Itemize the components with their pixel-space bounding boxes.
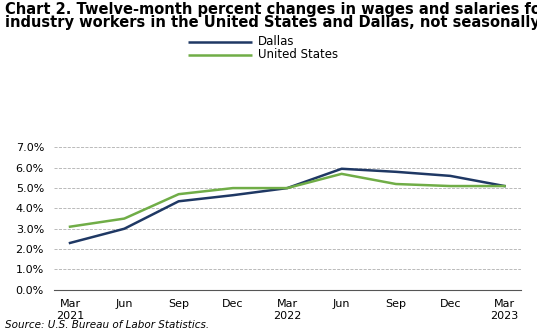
Text: 2023: 2023 (490, 311, 519, 321)
Text: 2022: 2022 (273, 311, 301, 321)
United States (502, 184, 508, 188)
Text: industry workers in the United States and Dallas, not seasonally adjusted: industry workers in the United States an… (5, 15, 537, 30)
United States (338, 172, 345, 176)
United States (393, 182, 399, 186)
Line: United States: United States (70, 174, 505, 227)
United States (176, 192, 182, 196)
Text: Dallas: Dallas (258, 35, 294, 48)
Dallas (393, 170, 399, 174)
Dallas (338, 167, 345, 171)
Text: 2021: 2021 (56, 311, 84, 321)
Dallas (447, 174, 453, 178)
United States (67, 225, 73, 229)
United States (121, 216, 128, 220)
United States (447, 184, 453, 188)
United States (230, 186, 236, 190)
Dallas (176, 199, 182, 203)
Line: Dallas: Dallas (70, 169, 505, 243)
Dallas (502, 184, 508, 188)
Text: Source: U.S. Bureau of Labor Statistics.: Source: U.S. Bureau of Labor Statistics. (5, 320, 209, 330)
Text: United States: United States (258, 48, 338, 62)
Dallas (230, 193, 236, 197)
Dallas (67, 241, 73, 245)
Dallas (284, 186, 291, 190)
Dallas (121, 227, 128, 231)
United States (284, 186, 291, 190)
Text: Chart 2. Twelve-month percent changes in wages and salaries for private: Chart 2. Twelve-month percent changes in… (5, 2, 537, 17)
